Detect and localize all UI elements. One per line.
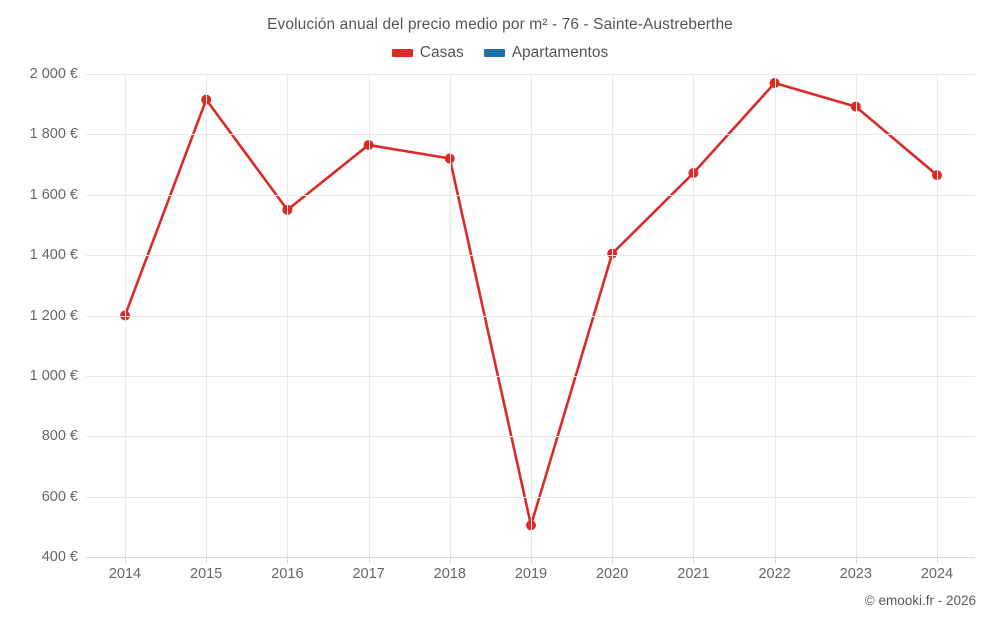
gridline-vertical (287, 74, 289, 557)
x-axis-tickmark (368, 557, 370, 563)
x-axis-tickmark (531, 557, 532, 563)
gridline-vertical (774, 74, 776, 557)
x-axis-tick-label: 2024 (920, 566, 954, 582)
y-axis-tick-label: 1 400 € (29, 247, 78, 264)
x-axis-tickmark (206, 557, 208, 563)
x-axis-line (86, 557, 975, 558)
y-axis-tick-label: 1 600 € (29, 186, 78, 203)
x-axis-tickmark (937, 557, 938, 563)
gridline-vertical (449, 74, 451, 557)
y-axis-tick-label: 1 000 € (29, 367, 78, 384)
x-axis-tickmark (855, 557, 857, 563)
x-axis-tickmark (693, 557, 695, 563)
gridline-vertical (206, 74, 208, 557)
gridline-horizontal (86, 194, 975, 196)
legend-swatch-apartamentos (483, 49, 505, 57)
legend-item-apartamentos[interactable]: Apartamentos (483, 44, 609, 62)
gridline-vertical (693, 74, 695, 557)
x-axis-tick-label: 2021 (677, 566, 710, 582)
x-axis-tickmark (774, 557, 776, 563)
legend-swatch-casas (391, 49, 413, 57)
x-axis-tick-label: 2022 (758, 566, 791, 582)
gridline-vertical (531, 74, 532, 557)
x-axis-tick-label: 2018 (433, 566, 466, 582)
y-axis-tick-label: 2 000 € (29, 66, 78, 82)
gridline-horizontal (86, 74, 975, 75)
chart-legend: Casas Apartamentos (0, 44, 1000, 62)
x-axis-tick-label: 2014 (108, 566, 142, 582)
x-axis-tickmark (125, 557, 126, 563)
gridline-vertical (368, 74, 370, 557)
x-axis-tick-label: 2015 (190, 566, 223, 582)
x-axis-tick-label: 2020 (596, 566, 629, 582)
credit-text: © emooki.fr - 2026 (864, 593, 976, 608)
y-axis-tick-label: 1 200 € (29, 307, 78, 324)
gridline-horizontal (86, 496, 975, 498)
gridline-horizontal (86, 315, 975, 317)
legend-label-apartamentos: Apartamentos (511, 44, 609, 61)
gridline-horizontal (86, 436, 975, 438)
y-axis-tick-label: 1 800 € (29, 126, 78, 143)
x-axis-tickmark (449, 557, 451, 563)
gridline-horizontal (86, 134, 975, 136)
x-axis-tick-label: 2017 (352, 566, 385, 582)
y-axis-tick-label: 400 € (41, 549, 78, 565)
y-axis-tick-labels: 400 € 600 € 800 € 1 000 € 1 200 € 1 400 € 1 60… (0, 0, 78, 625)
x-axis-tickmark (612, 557, 614, 563)
x-axis-tick-label: 2016 (271, 566, 304, 582)
gridline-vertical (612, 74, 614, 557)
legend-item-casas[interactable]: Casas (391, 44, 464, 62)
plot-area (86, 74, 975, 558)
gridline-horizontal (86, 255, 975, 257)
x-axis-tick-label: 2023 (839, 566, 872, 582)
gridline-horizontal (86, 375, 975, 377)
gridline-vertical (125, 74, 126, 557)
y-axis-tick-label: 600 € (41, 488, 78, 505)
y-axis-tick-label: 800 € (41, 428, 78, 445)
gridline-vertical (855, 74, 857, 557)
legend-label-casas: Casas (419, 44, 464, 61)
gridline-vertical (937, 74, 938, 557)
x-axis-tick-label: 2019 (514, 566, 548, 582)
chart-title: Evolución anual del precio medio por m² … (267, 16, 733, 33)
x-axis-tickmark (287, 557, 289, 563)
